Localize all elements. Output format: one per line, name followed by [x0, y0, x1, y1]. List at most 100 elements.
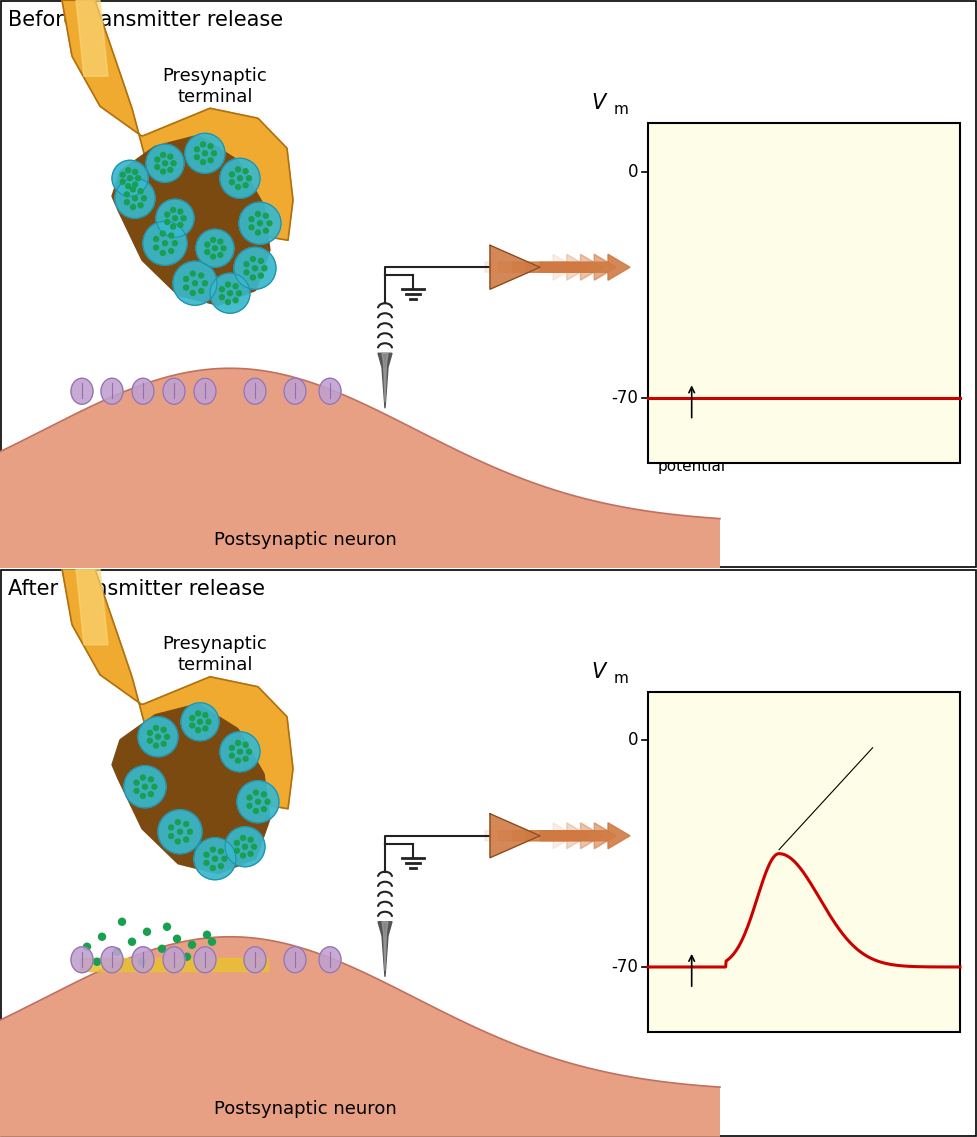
Circle shape	[213, 856, 218, 861]
Circle shape	[162, 160, 167, 166]
Circle shape	[160, 250, 165, 256]
Polygon shape	[378, 354, 392, 408]
Circle shape	[210, 865, 215, 871]
Circle shape	[124, 765, 166, 807]
Polygon shape	[112, 135, 270, 305]
Circle shape	[235, 740, 240, 746]
Circle shape	[161, 728, 166, 732]
Circle shape	[153, 742, 158, 748]
Polygon shape	[540, 255, 630, 280]
Circle shape	[220, 158, 260, 198]
Circle shape	[198, 273, 203, 279]
Circle shape	[148, 738, 152, 744]
Circle shape	[208, 938, 216, 945]
Circle shape	[247, 804, 252, 808]
Circle shape	[220, 732, 260, 772]
Circle shape	[94, 958, 101, 965]
Ellipse shape	[71, 947, 93, 973]
Circle shape	[258, 221, 263, 226]
Circle shape	[226, 299, 231, 305]
Circle shape	[213, 246, 218, 251]
Polygon shape	[382, 354, 388, 402]
Circle shape	[175, 839, 181, 844]
Circle shape	[262, 806, 267, 812]
Circle shape	[211, 151, 217, 156]
Circle shape	[174, 936, 181, 943]
Polygon shape	[527, 255, 616, 280]
Circle shape	[99, 933, 106, 940]
Circle shape	[156, 199, 194, 238]
Circle shape	[144, 928, 150, 936]
Circle shape	[191, 271, 195, 276]
Circle shape	[230, 753, 234, 758]
Circle shape	[173, 216, 178, 221]
Circle shape	[208, 143, 213, 149]
Circle shape	[243, 168, 248, 174]
Circle shape	[189, 941, 195, 948]
Text: 0: 0	[627, 731, 638, 749]
Circle shape	[163, 923, 171, 930]
Circle shape	[196, 230, 234, 267]
Ellipse shape	[163, 379, 185, 405]
Circle shape	[234, 284, 238, 289]
Circle shape	[230, 172, 234, 177]
Circle shape	[148, 730, 152, 736]
Polygon shape	[382, 922, 388, 971]
Polygon shape	[0, 937, 720, 1137]
Polygon shape	[76, 0, 108, 76]
Bar	[648, 691, 960, 1031]
Circle shape	[126, 184, 131, 189]
Circle shape	[168, 155, 173, 159]
Text: $\mathit{V}$: $\mathit{V}$	[591, 93, 609, 114]
Circle shape	[248, 837, 253, 843]
Circle shape	[230, 746, 234, 750]
Circle shape	[178, 829, 183, 835]
Ellipse shape	[284, 379, 306, 405]
Circle shape	[141, 794, 146, 798]
Circle shape	[160, 169, 165, 174]
Circle shape	[219, 864, 224, 869]
Circle shape	[258, 273, 264, 279]
Circle shape	[134, 780, 139, 786]
Circle shape	[197, 720, 202, 724]
Circle shape	[171, 207, 176, 213]
Circle shape	[198, 289, 203, 293]
Circle shape	[141, 775, 146, 780]
Circle shape	[153, 246, 158, 250]
Circle shape	[248, 852, 253, 856]
Text: 0: 0	[627, 163, 638, 181]
Circle shape	[228, 291, 233, 296]
Circle shape	[190, 715, 194, 721]
Circle shape	[173, 262, 217, 305]
Text: m: m	[614, 671, 629, 686]
Circle shape	[161, 741, 166, 746]
Circle shape	[220, 287, 225, 292]
Circle shape	[181, 216, 186, 221]
Circle shape	[194, 147, 199, 152]
Ellipse shape	[71, 379, 93, 405]
Circle shape	[237, 781, 279, 823]
Circle shape	[244, 262, 249, 267]
Text: Excitatory
postsynaptic
potential: Excitatory postsynaptic potential	[824, 704, 921, 754]
Circle shape	[115, 179, 155, 218]
Polygon shape	[513, 255, 603, 280]
Circle shape	[247, 795, 252, 800]
Circle shape	[225, 827, 265, 866]
Circle shape	[129, 938, 136, 945]
Circle shape	[142, 196, 147, 201]
Circle shape	[178, 209, 183, 214]
Circle shape	[138, 189, 143, 193]
Ellipse shape	[319, 947, 341, 973]
Circle shape	[234, 848, 239, 853]
Circle shape	[234, 298, 238, 302]
Polygon shape	[490, 246, 540, 289]
Circle shape	[138, 202, 143, 208]
Circle shape	[133, 182, 138, 188]
Circle shape	[112, 160, 148, 197]
Circle shape	[126, 168, 131, 173]
Circle shape	[239, 202, 281, 244]
Polygon shape	[527, 823, 616, 848]
Circle shape	[220, 294, 225, 300]
Circle shape	[246, 749, 251, 754]
Circle shape	[154, 157, 160, 163]
